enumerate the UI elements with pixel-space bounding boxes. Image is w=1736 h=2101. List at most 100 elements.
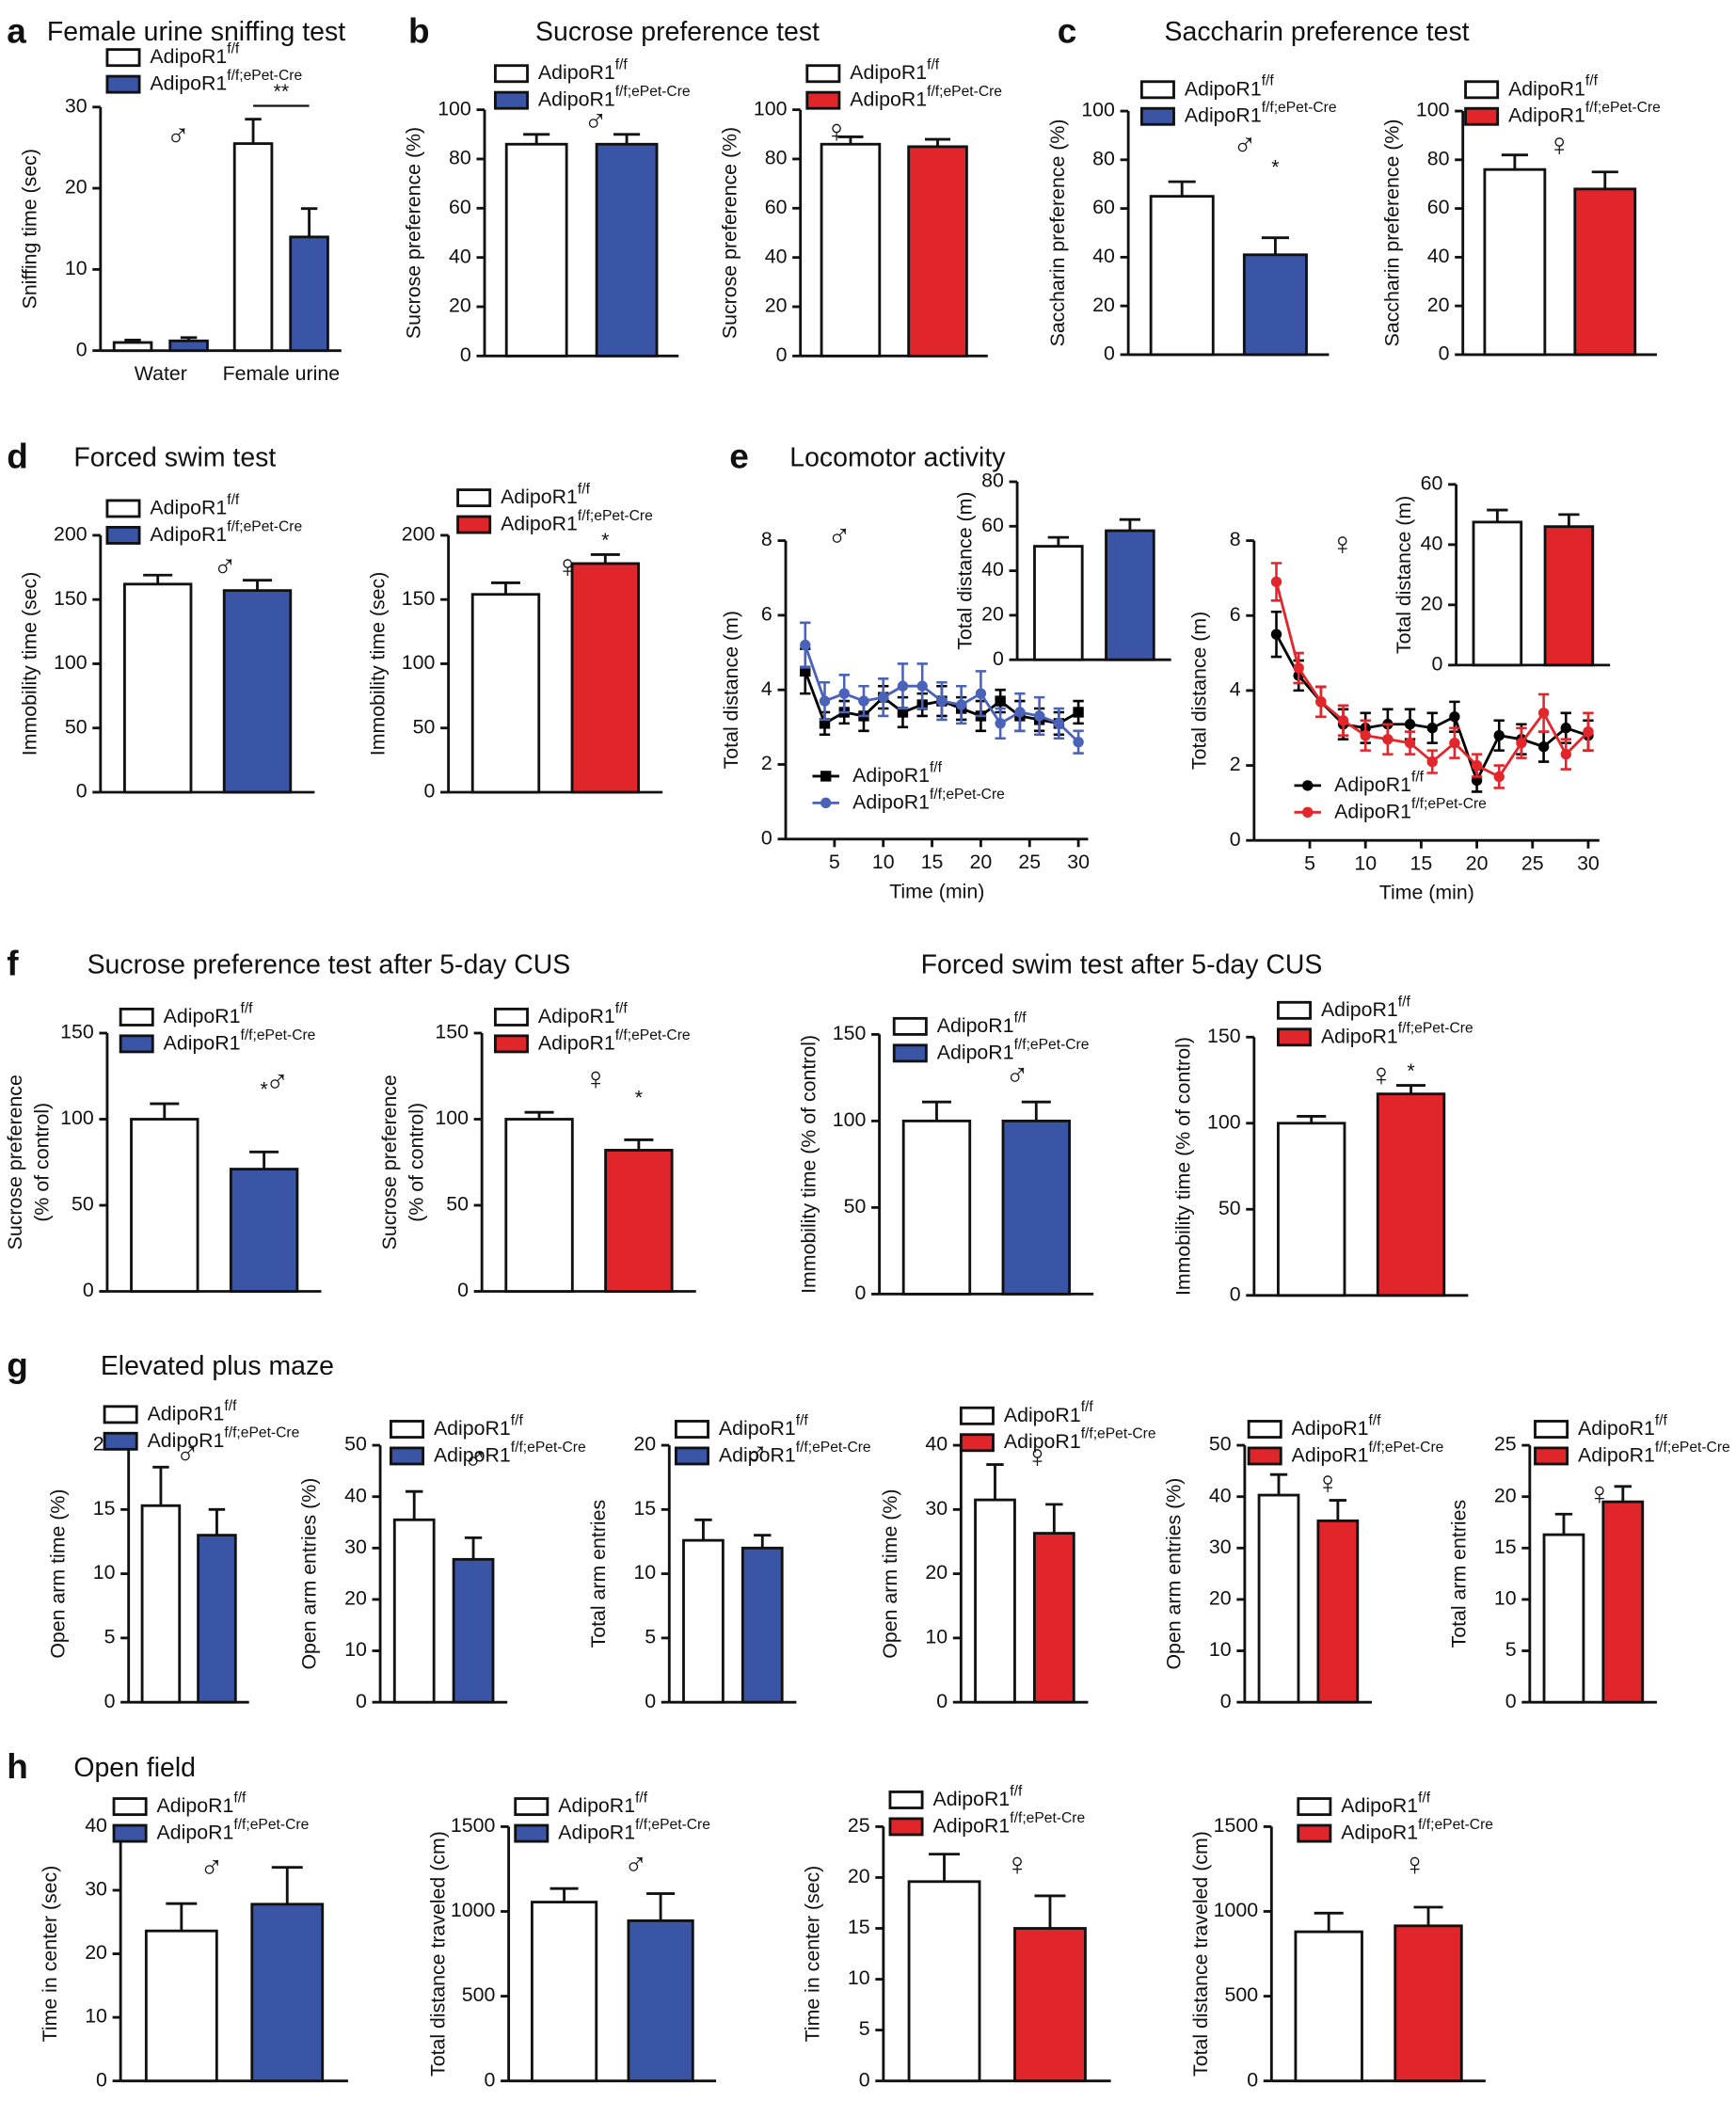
error-bar xyxy=(624,1138,654,1151)
x-tick-label: Female urine xyxy=(223,362,340,385)
y-axis-label: Time in center (sec) xyxy=(39,1866,61,2043)
error-bar xyxy=(1045,1503,1063,1534)
sex-symbol: ♀ xyxy=(1330,526,1355,562)
legend-entry: AdipoR1f/f xyxy=(150,492,240,518)
legend-name: AdipoR1 xyxy=(164,1031,241,1054)
y-tick-label: 20 xyxy=(1209,1587,1232,1610)
legend-sup: f/f xyxy=(578,482,591,498)
legend-entry: AdipoR1f/f;ePet-Cre xyxy=(1185,100,1337,126)
y-tick-label: 0 xyxy=(1439,342,1450,365)
legend-name: AdipoR1 xyxy=(719,1443,796,1466)
legend-entry: AdipoR1f/f;ePet-Cre xyxy=(932,1810,1085,1837)
legend-marker xyxy=(1302,780,1314,791)
legend-name: AdipoR1 xyxy=(150,45,227,68)
bar xyxy=(197,1534,237,1704)
bar xyxy=(907,145,968,358)
legend-entry: AdipoR1f/f;ePet-Cre xyxy=(558,1817,710,1843)
legend-name: AdipoR1 xyxy=(1321,1025,1398,1047)
y-tick-label: 150 xyxy=(402,587,436,610)
point xyxy=(1073,737,1084,748)
bar xyxy=(1032,1532,1075,1704)
point xyxy=(1293,662,1304,674)
bar xyxy=(470,593,541,794)
legend-entry: AdipoR1f/f xyxy=(148,1398,238,1425)
legend-sup: f/f;ePet-Cre xyxy=(635,1817,710,1833)
bar xyxy=(907,1880,981,2083)
point xyxy=(1053,718,1065,729)
point xyxy=(1449,737,1460,749)
legend-sup: f/f xyxy=(796,1413,809,1429)
point xyxy=(878,692,889,703)
legend-name: AdipoR1 xyxy=(1341,1821,1418,1843)
error-bar xyxy=(549,1886,579,1902)
y-tick-label: 60 xyxy=(981,514,1004,536)
legend-entry: AdipoR1f/f xyxy=(1185,73,1275,100)
y-tick-label: 40 xyxy=(1421,533,1443,555)
legend-sup: f/f;ePet-Cre xyxy=(578,508,653,524)
legend-swatch xyxy=(1139,80,1175,100)
legend-swatch xyxy=(892,1043,928,1063)
legend-sup: f/f xyxy=(227,492,240,508)
point xyxy=(800,639,811,651)
bar xyxy=(1033,545,1084,661)
error-bar xyxy=(1413,1905,1443,1926)
legend-name: AdipoR1 xyxy=(538,1005,615,1027)
legend-swatch xyxy=(119,1034,154,1054)
legend-entry: AdipoR1f/f;ePet-Cre xyxy=(538,1027,691,1054)
legend-sup: f/f xyxy=(1655,1413,1668,1429)
legend-swatch xyxy=(112,1823,148,1843)
bar xyxy=(682,1538,725,1704)
y-axis-label: Total arm entries xyxy=(587,1500,610,1648)
panel-title: Saccharin preference test xyxy=(1165,17,1470,47)
legend-sup: f/f xyxy=(227,41,240,57)
y-tick-label: 0 xyxy=(83,1279,94,1301)
point xyxy=(1033,710,1045,722)
y-tick-label: 20 xyxy=(925,1561,948,1584)
y-tick-label: 1500 xyxy=(1214,1814,1259,1837)
legend-sup: f/f xyxy=(240,1001,253,1017)
bar xyxy=(1294,1930,1363,2083)
legend-name: AdipoR1 xyxy=(538,61,615,84)
point xyxy=(819,718,831,729)
y-tick-label: 100 xyxy=(60,1106,94,1129)
y-tick-label: 0 xyxy=(859,2068,870,2091)
legend-sup: f/f xyxy=(1418,1791,1431,1807)
panel-letter: d xyxy=(7,438,28,476)
y-tick-label: 50 xyxy=(65,715,88,738)
y-axis-label: Sucrose preference (%) xyxy=(403,127,425,339)
panel-title: Open field xyxy=(73,1753,196,1783)
bar xyxy=(144,1929,218,2083)
error-bar xyxy=(1554,1512,1573,1536)
legend-entry: AdipoR1f/f;ePet-Cre xyxy=(501,508,653,534)
bar xyxy=(1013,1927,1087,2083)
sex-symbol: ♀ xyxy=(1403,1847,1427,1883)
significance: * xyxy=(601,529,609,551)
legend-name: AdipoR1 xyxy=(538,1031,615,1054)
panel-letter: e xyxy=(729,438,749,476)
legend-entry: AdipoR1f/f;ePet-Cre xyxy=(1292,1440,1444,1466)
y-tick-label: 15 xyxy=(633,1497,656,1520)
point xyxy=(1337,715,1349,726)
legend-swatch xyxy=(674,1446,709,1466)
panel-letter: b xyxy=(408,11,430,50)
y-tick-label: 2 xyxy=(761,752,772,774)
significance: * xyxy=(1271,156,1279,179)
y-tick-label: 20 xyxy=(633,1433,656,1456)
legend-sup: f/f xyxy=(1014,1010,1027,1026)
y-axis-label: Total distance (m) xyxy=(954,491,977,649)
point xyxy=(1537,708,1550,719)
legend-name: AdipoR1 xyxy=(1341,1794,1418,1817)
legend-name: AdipoR1 xyxy=(434,1443,511,1466)
legend-entry: AdipoR1f/f;ePet-Cre xyxy=(164,1027,316,1054)
sex-symbol: ♀ xyxy=(1026,1439,1050,1474)
bar xyxy=(595,142,659,358)
point xyxy=(1449,711,1460,723)
legend-swatch xyxy=(1247,1420,1282,1439)
legend-name: AdipoR1 xyxy=(1578,1417,1655,1440)
x-tick-label: 15 xyxy=(921,851,944,873)
sex-symbol: ♀ xyxy=(1587,1476,1612,1512)
legend-swatch xyxy=(390,1420,425,1439)
legend-sup: f/f xyxy=(615,1001,629,1017)
y-tick-label: 10 xyxy=(65,257,88,279)
y-tick-label: 80 xyxy=(981,470,1004,492)
